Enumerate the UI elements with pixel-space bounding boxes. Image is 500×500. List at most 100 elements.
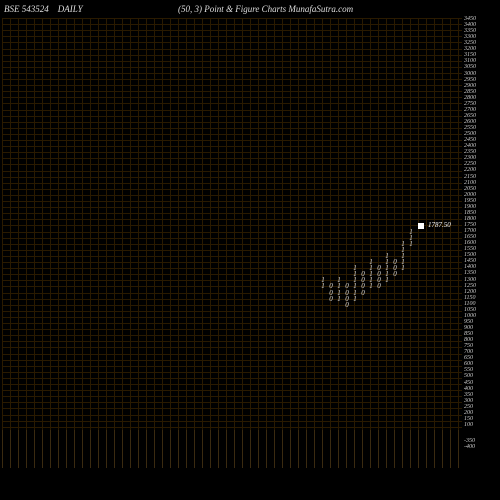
grid-line-horizontal (2, 347, 462, 348)
bottom-tick-line (34, 430, 35, 468)
grid-line-horizontal (2, 280, 462, 281)
bottom-tick-line (402, 430, 403, 468)
bottom-tick-line (346, 430, 347, 468)
grid-line-horizontal (2, 152, 462, 153)
bottom-tick-line (98, 430, 99, 468)
grid-line-horizontal (2, 311, 462, 312)
bottom-tick-line (378, 430, 379, 468)
y-axis-label: -400 (464, 444, 475, 450)
bottom-tick-line (42, 430, 43, 468)
bottom-tick-line (338, 430, 339, 468)
grid-line-horizontal (2, 91, 462, 92)
grid-line-horizontal (2, 201, 462, 202)
bottom-tick-line (370, 430, 371, 468)
bottom-tick-line (66, 430, 67, 468)
y-axis-labels: 3450340033503300325032003150310030503000… (464, 18, 498, 430)
bottom-tick-line (210, 430, 211, 468)
bottom-tick-line (130, 430, 131, 468)
grid-line-horizontal (2, 256, 462, 257)
bottom-tick-line (154, 430, 155, 468)
grid-line-horizontal (2, 103, 462, 104)
pnf-o-symbol: 0 (327, 295, 335, 303)
current-price-label: 1787.50 (428, 221, 451, 229)
grid-line-horizontal (2, 61, 462, 62)
grid-line-horizontal (2, 421, 462, 422)
grid-line-horizontal (2, 195, 462, 196)
symbol-period: BSE 543524 DAILY (4, 4, 83, 14)
grid-line-horizontal (2, 354, 462, 355)
grid-line-horizontal (2, 305, 462, 306)
grid-line-horizontal (2, 158, 462, 159)
grid-line-horizontal (2, 42, 462, 43)
grid-line-horizontal (2, 116, 462, 117)
grid-line-horizontal (2, 183, 462, 184)
bottom-tick-line (106, 430, 107, 468)
pnf-x-symbol: 1 (407, 240, 415, 248)
bottom-tick-line (298, 430, 299, 468)
bottom-tick-line (122, 430, 123, 468)
bottom-tick-line (386, 430, 387, 468)
bottom-tick-line (250, 430, 251, 468)
grid-line-horizontal (2, 317, 462, 318)
grid-line-horizontal (2, 134, 462, 135)
bottom-tick-line (410, 430, 411, 468)
bottom-tick-line (234, 430, 235, 468)
grid-line-horizontal (2, 427, 462, 428)
grid-line-horizontal (2, 140, 462, 141)
current-price-marker (418, 223, 424, 229)
bottom-tick-line (26, 430, 27, 468)
grid-line-horizontal (2, 232, 462, 233)
grid-line-horizontal (2, 79, 462, 80)
grid-line-horizontal (2, 238, 462, 239)
bottom-tick-line (90, 430, 91, 468)
grid-line-horizontal (2, 329, 462, 330)
grid-line-horizontal (2, 286, 462, 287)
grid-line-horizontal (2, 396, 462, 397)
grid-line-horizontal (2, 213, 462, 214)
grid-line-horizontal (2, 189, 462, 190)
grid-line-horizontal (2, 408, 462, 409)
grid-line-horizontal (2, 384, 462, 385)
grid-line-horizontal (2, 171, 462, 172)
bottom-tick-line (354, 430, 355, 468)
bottom-tick-line (186, 430, 187, 468)
bottom-tick-line (162, 430, 163, 468)
grid-line-horizontal (2, 177, 462, 178)
bottom-tick-line (114, 430, 115, 468)
grid-line-horizontal (2, 49, 462, 50)
pnf-x-symbol: 1 (399, 264, 407, 272)
grid-line-horizontal (2, 110, 462, 111)
pnf-x-symbol: 1 (335, 295, 343, 303)
grid-line-horizontal (2, 360, 462, 361)
grid-line-horizontal (2, 55, 462, 56)
pnf-o-symbol: 0 (359, 289, 367, 297)
grid-line-horizontal (2, 378, 462, 379)
period-text: DAILY (58, 4, 83, 14)
grid-line-horizontal (2, 128, 462, 129)
grid-line-horizontal (2, 341, 462, 342)
bottom-tick-line (218, 430, 219, 468)
grid-line-horizontal (2, 207, 462, 208)
bottom-tick-line (74, 430, 75, 468)
bottom-tick-line (18, 430, 19, 468)
bottom-tick-line (242, 430, 243, 468)
bottom-tick-line (290, 430, 291, 468)
pnf-o-symbol: 0 (343, 301, 351, 309)
grid-line-horizontal (2, 36, 462, 37)
bottom-tick-line (10, 430, 11, 468)
grid-line-horizontal (2, 122, 462, 123)
bottom-tick-line (394, 430, 395, 468)
grid-line-horizontal (2, 97, 462, 98)
grid-line-horizontal (2, 372, 462, 373)
y-axis-label: 100 (464, 422, 473, 428)
bottom-tick-line (362, 430, 363, 468)
bottom-tick-line (458, 430, 459, 468)
bottom-tick-line (426, 430, 427, 468)
grid-line-horizontal (2, 390, 462, 391)
grid-line-horizontal (2, 335, 462, 336)
grid-line-horizontal (2, 73, 462, 74)
bottom-tick-line (82, 430, 83, 468)
grid-line-horizontal (2, 323, 462, 324)
bottom-tick-line (194, 430, 195, 468)
grid-line-horizontal (2, 30, 462, 31)
